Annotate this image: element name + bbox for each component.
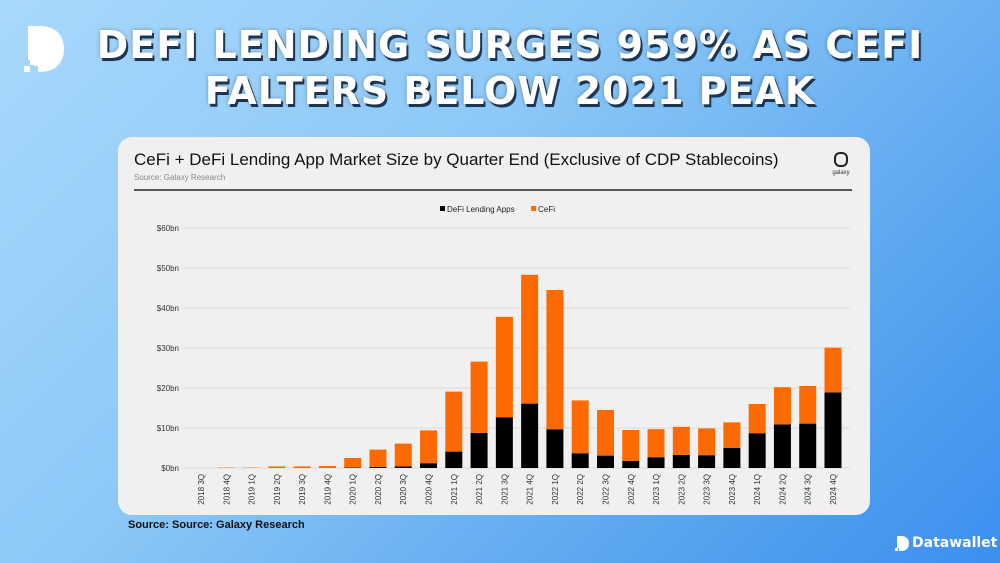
legend-swatch <box>440 206 445 211</box>
chart-subtitle: Source: Galaxy Research <box>134 173 226 182</box>
legend-swatch <box>531 206 537 211</box>
bar-segment <box>394 443 412 467</box>
datawallet-d-logo-icon <box>24 26 64 72</box>
bar-segment <box>698 455 716 468</box>
x-tick-label: 2023 3Q <box>703 474 712 505</box>
chart-card <box>118 137 870 515</box>
bar-segment <box>521 403 539 468</box>
bar-segment <box>369 466 387 468</box>
footer-source: Source: Source: Galaxy Research <box>128 519 305 531</box>
x-tick-label: 2018 3Q <box>197 474 206 505</box>
bar-segment <box>394 466 412 468</box>
x-tick-label: 2020 1Q <box>349 474 358 505</box>
bar-segment <box>268 466 286 468</box>
bar-segment <box>622 430 640 461</box>
bar-segment <box>824 347 842 393</box>
x-tick-label: 2021 2Q <box>475 474 484 505</box>
chart-title: CeFi + DeFi Lending App Market Size by Q… <box>134 150 779 169</box>
bar-segment <box>521 274 539 404</box>
x-tick-label: 2024 3Q <box>804 474 813 505</box>
bar-segment <box>672 426 690 455</box>
bar-segment <box>546 290 564 430</box>
x-tick-label: 2021 3Q <box>500 474 509 505</box>
bar-segment <box>723 448 741 468</box>
x-tick-label: 2020 4Q <box>425 474 434 505</box>
x-tick-label: 2024 4Q <box>829 474 838 505</box>
legend-label: CeFi <box>538 205 555 214</box>
galaxy-logo-text: galaxy <box>832 170 850 176</box>
x-tick-label: 2023 2Q <box>677 474 686 505</box>
galaxy-logo: galaxy <box>830 152 852 176</box>
bar-segment <box>596 410 614 456</box>
y-tick-label: $10bn <box>157 424 179 433</box>
y-tick-label: $0bn <box>161 464 179 473</box>
bar-segment <box>647 429 665 458</box>
bar-segment <box>445 391 463 452</box>
bar-segment <box>495 417 513 468</box>
bar-segment <box>344 458 362 468</box>
headline: DEFI LENDING SURGES 959% AS CEFI FALTERS… <box>96 23 924 113</box>
x-tick-label: 2020 2Q <box>374 474 383 505</box>
y-tick-label: $40bn <box>157 304 179 313</box>
bar-segment <box>445 451 463 468</box>
x-tick-label: 2022 1Q <box>551 474 560 505</box>
bar-segment <box>672 454 690 468</box>
bar-segment <box>420 463 438 468</box>
bar-segment <box>773 387 791 425</box>
galaxy-icon <box>834 152 848 167</box>
x-tick-label: 2018 4Q <box>222 474 231 505</box>
datawallet-logo-icon <box>895 535 909 551</box>
x-tick-label: 2024 2Q <box>778 474 787 505</box>
y-tick-label: $50bn <box>157 264 179 273</box>
legend-label: DeFi Lending Apps <box>447 205 515 214</box>
bar-segment <box>495 316 513 418</box>
x-tick-label: 2022 4Q <box>627 474 636 505</box>
x-tick-label: 2019 2Q <box>273 474 282 505</box>
bar-segment <box>773 424 791 468</box>
x-tick-label: 2023 4Q <box>728 474 737 505</box>
bar-segment <box>799 386 817 424</box>
x-tick-label: 2020 3Q <box>399 474 408 505</box>
bar-segment <box>622 460 640 468</box>
bar-segment <box>647 457 665 468</box>
x-tick-label: 2019 3Q <box>298 474 307 505</box>
bar-segment <box>470 432 488 468</box>
x-tick-label: 2019 4Q <box>323 474 332 505</box>
x-tick-label: 2022 2Q <box>576 474 585 505</box>
bar-segment <box>293 466 311 468</box>
bar-segment <box>799 423 817 468</box>
bar-segment <box>748 433 766 468</box>
x-tick-label: 2022 3Q <box>601 474 610 505</box>
x-tick-label: 2021 1Q <box>450 474 459 505</box>
bar-segment <box>571 400 589 454</box>
brand-logo: Datawallet <box>895 535 997 551</box>
bar-segment <box>546 429 564 468</box>
bar-segment <box>571 453 589 468</box>
bar-segment <box>470 361 488 433</box>
x-tick-label: 2023 1Q <box>652 474 661 505</box>
x-tick-label: 2024 1Q <box>753 474 762 505</box>
y-tick-label: $20bn <box>157 384 179 393</box>
bar-segment <box>723 422 741 448</box>
bar-segment <box>698 428 716 456</box>
bar-segment <box>596 455 614 468</box>
bar-segment <box>748 404 766 434</box>
bar-segment <box>824 392 842 468</box>
x-tick-label: 2019 1Q <box>248 474 257 505</box>
bar-segment <box>318 466 336 468</box>
x-tick-label: 2021 4Q <box>526 474 535 505</box>
y-tick-label: $30bn <box>157 344 179 353</box>
y-tick-label: $60bn <box>157 224 179 233</box>
brand-name: Datawallet <box>912 535 998 551</box>
bar-segment <box>369 449 387 467</box>
bar-segment <box>420 430 438 464</box>
title-divider <box>134 189 852 191</box>
